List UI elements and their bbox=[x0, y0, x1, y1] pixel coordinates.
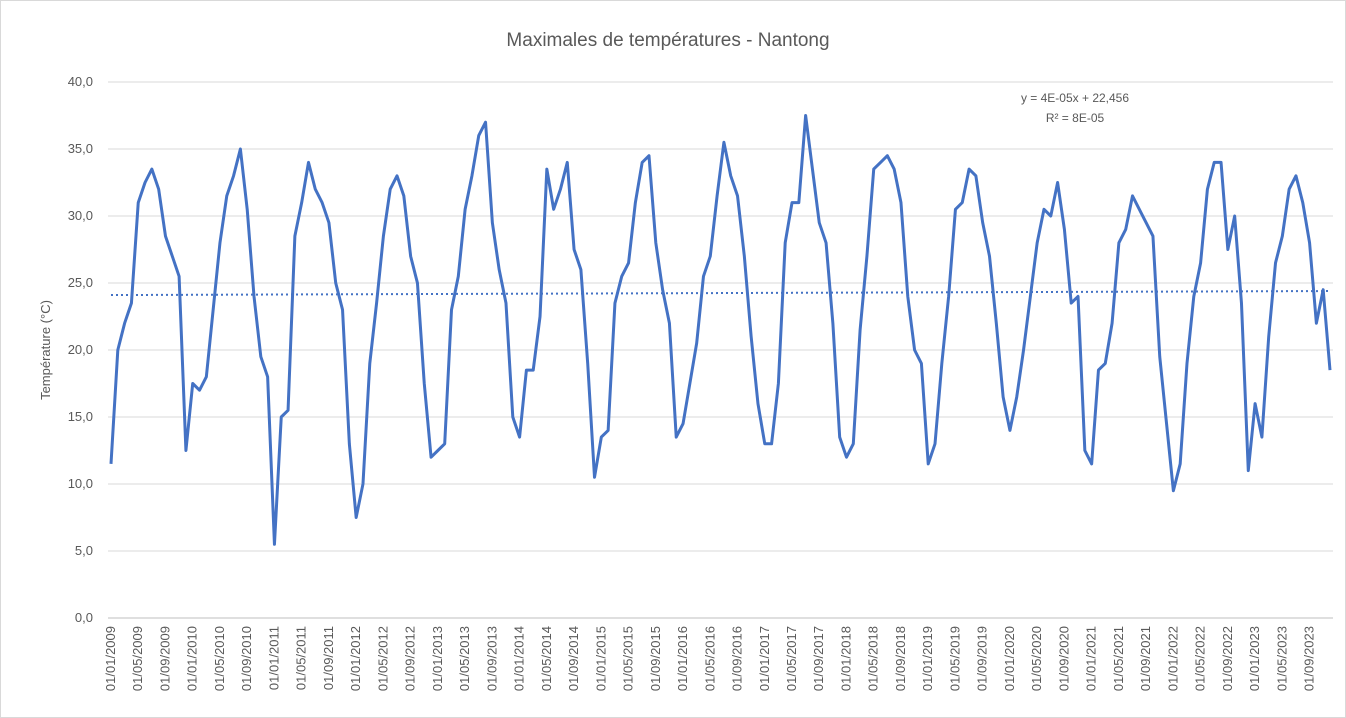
trendline bbox=[110, 290, 1331, 297]
x-tick-label: 01/05/2012 bbox=[375, 626, 390, 691]
x-tick-label: 01/05/2016 bbox=[702, 626, 717, 691]
x-tick-label: 01/09/2021 bbox=[1138, 626, 1153, 691]
x-tick-label: 01/01/2019 bbox=[920, 626, 935, 691]
trend-r2: R² = 8E-05 bbox=[1046, 111, 1105, 125]
x-tick-label: 01/05/2017 bbox=[784, 626, 799, 691]
x-tick-label: 01/09/2010 bbox=[239, 626, 254, 691]
x-tick-label: 01/09/2023 bbox=[1302, 626, 1317, 691]
x-tick-label: 01/09/2015 bbox=[648, 626, 663, 691]
x-tick-label: 01/05/2011 bbox=[294, 626, 309, 690]
y-tick-label: 0,0 bbox=[75, 610, 93, 625]
y-tick-label: 10,0 bbox=[68, 476, 93, 491]
x-tick-label: 01/05/2019 bbox=[947, 626, 962, 691]
x-tick-label: 01/09/2017 bbox=[811, 626, 826, 691]
x-tick-label: 01/05/2015 bbox=[621, 626, 636, 691]
y-axis-label: Température (°C) bbox=[38, 300, 53, 400]
x-tick-label: 01/01/2020 bbox=[1002, 626, 1017, 691]
x-tick-label: 01/01/2010 bbox=[185, 626, 200, 691]
x-tick-label: 01/01/2023 bbox=[1247, 626, 1262, 691]
x-tick-label: 01/09/2016 bbox=[730, 626, 745, 691]
data-line bbox=[109, 114, 1332, 546]
y-tick-label: 35,0 bbox=[68, 141, 93, 156]
x-tick-label: 01/05/2009 bbox=[130, 626, 145, 691]
x-tick-label: 01/01/2017 bbox=[757, 626, 772, 691]
x-tick-label: 01/09/2011 bbox=[321, 626, 336, 690]
y-tick-label: 25,0 bbox=[68, 275, 93, 290]
x-tick-label: 01/09/2013 bbox=[484, 626, 499, 691]
x-tick-label: 01/01/2022 bbox=[1165, 626, 1180, 691]
x-tick-label: 01/05/2021 bbox=[1111, 626, 1126, 691]
x-tick-label: 01/05/2013 bbox=[457, 626, 472, 691]
x-tick-label: 01/09/2022 bbox=[1220, 626, 1235, 691]
x-tick-label: 01/09/2019 bbox=[975, 626, 990, 691]
y-tick-label: 15,0 bbox=[68, 409, 93, 424]
trend-equation: y = 4E-05x + 22,456 bbox=[1021, 91, 1129, 105]
x-tick-label: 01/09/2018 bbox=[893, 626, 908, 691]
y-tick-label: 20,0 bbox=[68, 342, 93, 357]
x-tick-label: 01/09/2012 bbox=[403, 626, 418, 691]
x-tick-label: 01/01/2021 bbox=[1084, 626, 1099, 691]
x-tick-label: 01/01/2016 bbox=[675, 626, 690, 691]
x-tick-label: 01/01/2014 bbox=[512, 626, 527, 691]
x-tick-label: 01/01/2011 bbox=[266, 626, 281, 690]
x-tick-label: 01/01/2018 bbox=[838, 626, 853, 691]
x-tick-label: 01/09/2020 bbox=[1056, 626, 1071, 691]
x-tick-label: 01/09/2014 bbox=[566, 626, 581, 691]
x-tick-label: 01/01/2015 bbox=[593, 626, 608, 691]
x-tick-label: 01/01/2013 bbox=[430, 626, 445, 691]
x-tick-label: 01/05/2014 bbox=[539, 626, 554, 691]
chart-title: Maximales de températures - Nantong bbox=[506, 30, 829, 51]
x-tick-label: 01/05/2020 bbox=[1029, 626, 1044, 691]
x-tick-label: 01/05/2010 bbox=[212, 626, 227, 691]
x-tick-label: 01/01/2012 bbox=[348, 626, 363, 691]
x-tick-label: 01/09/2009 bbox=[157, 626, 172, 691]
x-tick-label: 01/05/2023 bbox=[1274, 626, 1289, 691]
y-tick-label: 5,0 bbox=[75, 543, 93, 558]
x-tick-label: 01/05/2018 bbox=[866, 626, 881, 691]
x-tick-label: 01/05/2022 bbox=[1193, 626, 1208, 691]
y-tick-label: 30,0 bbox=[68, 208, 93, 223]
y-tick-label: 40,0 bbox=[68, 74, 93, 89]
x-tick-label: 01/01/2009 bbox=[103, 626, 118, 691]
